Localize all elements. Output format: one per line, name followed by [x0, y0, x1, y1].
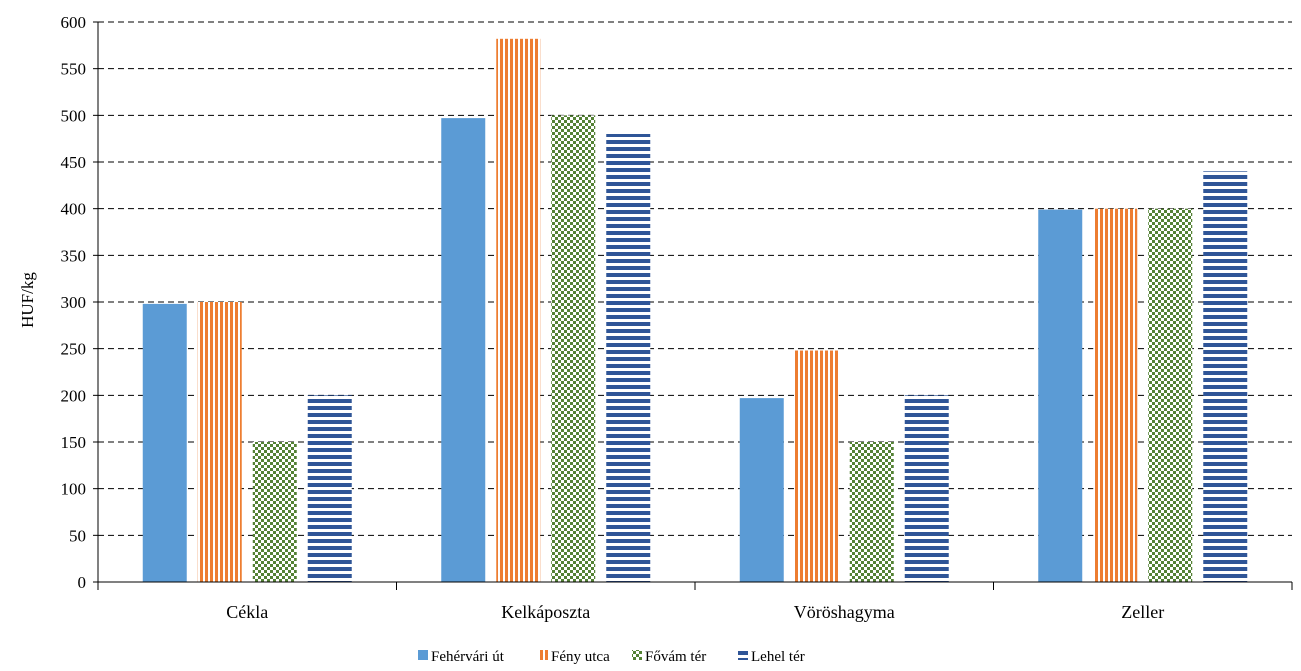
bar	[1038, 209, 1083, 582]
y-tick-label: 0	[78, 573, 87, 592]
y-axis-ticks: 0 50 100 150 200 250 300 350 400 450 500 550 600	[61, 13, 98, 592]
bar	[1093, 208, 1138, 582]
y-tick-label: 300	[61, 293, 87, 312]
y-tick-label: 350	[61, 246, 87, 265]
legend-swatch	[538, 650, 548, 660]
x-tick-label: Cékla	[226, 602, 268, 622]
y-tick-label: 400	[61, 200, 87, 219]
legend: Fehérvári út Fény utca Fővám tér Lehel tér	[418, 649, 805, 665]
bar	[849, 442, 894, 582]
bar	[1148, 208, 1193, 582]
y-tick-label: 50	[69, 526, 86, 545]
y-axis-label: HUF/kg	[18, 272, 37, 328]
y-tick-label: 500	[61, 106, 87, 125]
y-tick-label: 100	[61, 480, 87, 499]
legend-label: Fény utca	[551, 649, 610, 665]
bar	[551, 115, 596, 582]
bar	[441, 118, 486, 582]
legend-item: Fehérvári út	[418, 649, 505, 665]
bar	[142, 303, 187, 582]
bar	[252, 442, 297, 582]
legend-label: Fővám tér	[645, 649, 706, 665]
bar	[1203, 171, 1248, 583]
legend-label: Lehel tér	[751, 649, 805, 665]
bar	[794, 350, 839, 582]
legend-item: Fény utca	[538, 649, 610, 665]
y-tick-label: 150	[61, 433, 87, 452]
x-tick-label: Vöröshagyma	[794, 602, 895, 622]
legend-item: Fővám tér	[632, 649, 706, 665]
legend-item: Lehel tér	[738, 649, 805, 665]
legend-swatch	[738, 650, 748, 660]
gridlines	[98, 21, 1292, 536]
x-tick-label: Zeller	[1121, 602, 1164, 622]
bar	[496, 38, 541, 583]
y-tick-label: 450	[61, 153, 87, 172]
y-tick-label: 200	[61, 386, 87, 405]
bar	[904, 395, 949, 582]
y-tick-label: 550	[61, 60, 87, 79]
bars	[142, 38, 1248, 583]
y-tick-label: 600	[61, 13, 87, 32]
legend-label: Fehérvári út	[431, 649, 505, 665]
x-tick-label: Kelkáposzta	[501, 602, 590, 622]
bar	[606, 134, 651, 582]
legend-swatch	[632, 650, 642, 660]
y-tick-label: 250	[61, 340, 87, 359]
bar	[197, 302, 242, 582]
legend-swatch	[418, 650, 428, 660]
bar	[307, 395, 352, 582]
x-axis-ticks: Cékla Kelkáposzta Vöröshagyma Zeller	[97, 582, 1293, 622]
bar	[739, 398, 784, 582]
